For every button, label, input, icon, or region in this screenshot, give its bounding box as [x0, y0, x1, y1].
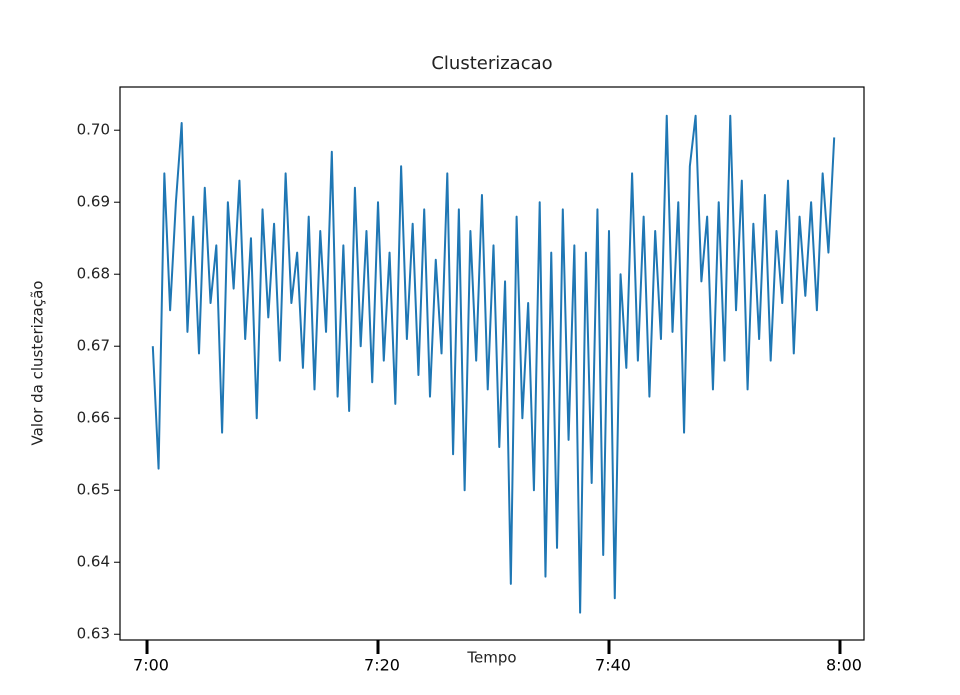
y-axis-label: Valor da clusterização: [29, 281, 47, 446]
data-line: [151, 114, 836, 614]
x-axis-label: Tempo: [466, 649, 516, 667]
chart-title: Clusterizacao: [431, 53, 552, 74]
y-tick-label: 0.67: [77, 337, 110, 355]
y-tick-label: 0.66: [77, 409, 110, 427]
y-tick-label: 0.64: [77, 553, 110, 571]
y-tick-label: 0.70: [77, 121, 110, 139]
y-tick-label: 0.65: [77, 481, 110, 499]
x-tick-label: 7:00: [133, 656, 169, 675]
plot-frame: [119, 86, 865, 641]
x-tick-label: 7:20: [364, 656, 400, 675]
y-tick-label: 0.63: [77, 625, 110, 643]
x-tick-label: 7:40: [595, 656, 631, 675]
x-tick-label: 8:00: [826, 656, 862, 675]
y-tick-label: 0.68: [77, 265, 110, 283]
y-tick-label: 0.69: [77, 193, 110, 211]
